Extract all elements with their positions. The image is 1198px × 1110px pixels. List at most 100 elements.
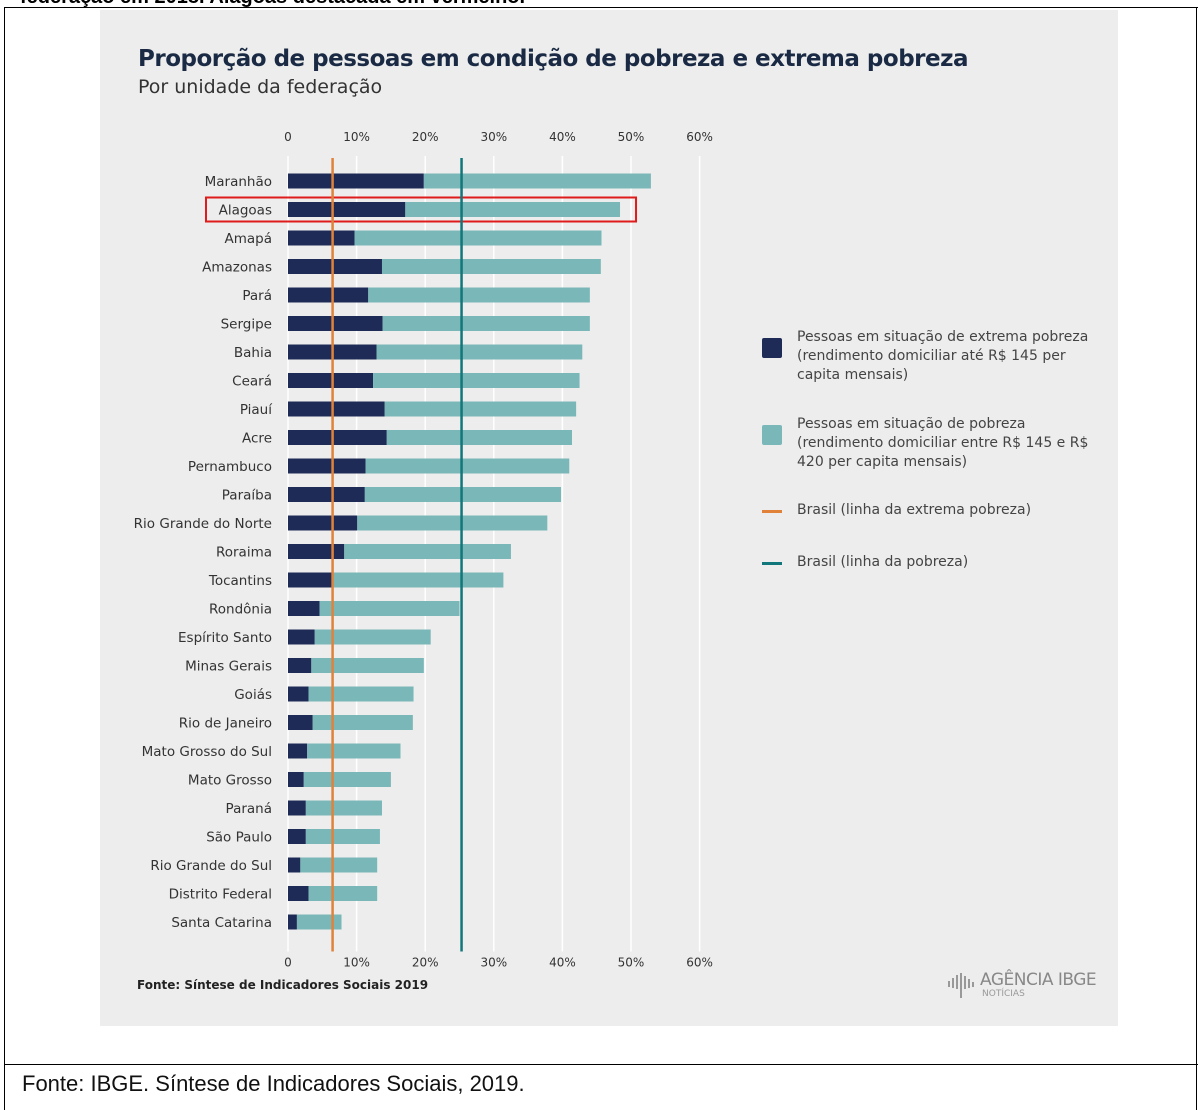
bar-poverty	[311, 658, 424, 673]
category-label: Bahia	[234, 345, 272, 361]
bar-poverty	[305, 800, 382, 816]
x-tick-label-bottom: 10%	[343, 956, 370, 970]
category-label: Ceará	[232, 374, 272, 390]
legend-line-brasil-poverty	[762, 562, 782, 565]
bar-chart: 0 0 10% 10% 20% 20% 30% 30% 40% 40% 50% 50% 60% 60% Ma…	[134, 130, 713, 970]
bar-poverty	[319, 601, 460, 616]
bar-extreme	[288, 800, 306, 816]
bar-poverty	[312, 715, 413, 730]
category-label: Goiás	[234, 687, 272, 703]
frame-border-left	[4, 7, 5, 1110]
chart-subtitle: Por unidade da federação	[138, 76, 383, 98]
chart-panel: Proporção de pessoas em condição de pobr…	[100, 10, 1118, 1026]
x-tick-label-bottom: 40%	[549, 956, 576, 970]
category-label: Maranhão	[205, 174, 272, 190]
x-tick-label-top: 40%	[549, 130, 576, 144]
bar-poverty	[381, 259, 601, 274]
category-label: Rio de Janeiro	[179, 716, 272, 732]
legend-label-extreme: Pessoas em situação de extrema pobreza (…	[797, 329, 1089, 383]
x-tick-label-bottom: 50%	[618, 956, 645, 970]
frame-border-top	[4, 7, 1124, 8]
bar-poverty	[384, 401, 577, 417]
category-label: Roraima	[216, 545, 272, 561]
bar-poverty	[314, 629, 431, 645]
x-tick-label-top: 0	[284, 130, 292, 144]
bar-extreme	[288, 914, 297, 930]
bar-poverty	[300, 857, 378, 873]
bar-poverty	[373, 373, 580, 388]
category-label: Paraíba	[222, 488, 272, 504]
figure-source: Fonte: IBGE. Síntese de Indicadores Soci…	[22, 1071, 525, 1096]
category-label: Acre	[242, 431, 272, 447]
category-label: Pará	[242, 288, 272, 304]
bar-extreme	[288, 715, 313, 730]
bar-extreme	[288, 487, 365, 502]
bar-poverty	[305, 829, 380, 844]
logo-text: AGÊNCIA IBGE	[980, 970, 1097, 990]
bar-poverty	[344, 544, 511, 559]
bar-poverty	[308, 886, 378, 901]
category-label: Santa Catarina	[171, 915, 272, 931]
highlight-box	[205, 196, 638, 223]
x-tick-label-bottom: 20%	[412, 956, 439, 970]
bar-poverty	[332, 572, 504, 588]
category-label: Amazonas	[202, 260, 272, 276]
bar-extreme	[288, 629, 315, 645]
bar-extreme	[288, 658, 312, 673]
category-label: Mato Grosso	[188, 773, 272, 789]
category-label: Sergipe	[221, 317, 272, 333]
category-label: São Paulo	[206, 830, 272, 846]
x-tick-label-bottom: 30%	[480, 956, 507, 970]
bar-poverty	[296, 914, 342, 930]
category-label: Rondônia	[209, 602, 272, 618]
bar-extreme	[288, 202, 406, 217]
bar-extreme	[288, 515, 358, 531]
legend-label-brasil-extreme: Brasil (linha da extrema pobreza)	[797, 502, 1032, 518]
category-label: Distrito Federal	[169, 887, 272, 903]
bar-extreme	[288, 857, 301, 873]
x-tick-label-bottom: 0	[284, 956, 292, 970]
bar-poverty	[386, 430, 573, 445]
bar-poverty	[405, 202, 621, 217]
category-label: Minas Gerais	[185, 659, 272, 675]
x-tick-label-top: 50%	[618, 130, 645, 144]
bar-poverty	[423, 173, 651, 189]
bar-poverty	[376, 344, 583, 360]
frame-border-top-right	[1124, 7, 1198, 8]
bar-extreme	[288, 886, 309, 901]
bar-poverty	[354, 230, 602, 246]
bar-extreme	[288, 743, 308, 759]
legend-swatch-extreme	[762, 338, 782, 358]
bar-poverty	[364, 487, 562, 502]
bar-extreme	[288, 686, 309, 702]
bar-extreme	[288, 572, 333, 588]
bar-extreme	[288, 544, 345, 559]
chart-title: Proporção de pessoas em condição de pobr…	[138, 46, 969, 72]
agencia-ibge-logo: AGÊNCIA IBGE NOTÍCIAS	[946, 968, 1097, 1004]
category-label: Mato Grosso do Sul	[142, 744, 272, 760]
bar-poverty	[307, 743, 401, 759]
bar-extreme	[288, 173, 424, 189]
category-label: Pernambuco	[188, 459, 272, 475]
bar-extreme	[288, 601, 320, 616]
x-tick-label-top: 20%	[412, 130, 439, 144]
category-label: Piauí	[240, 402, 273, 418]
bar-extreme	[288, 829, 306, 844]
legend-label-brasil-poverty: Brasil (linha da pobreza)	[797, 554, 969, 570]
category-label: Alagoas	[219, 203, 272, 219]
frame-border-right	[1196, 7, 1197, 1110]
category-label: Espírito Santo	[178, 630, 272, 646]
chart-source: Fonte: Síntese de Indicadores Sociais 20…	[137, 978, 429, 992]
x-tick-label-top: 30%	[480, 130, 507, 144]
category-label: Amapá	[224, 231, 272, 247]
bar-poverty	[303, 772, 391, 787]
category-label: Rio Grande do Sul	[150, 858, 272, 874]
x-tick-label-bottom: 60%	[686, 956, 713, 970]
bar-extreme	[288, 772, 304, 787]
bar-poverty	[357, 515, 548, 531]
bar-extreme	[288, 430, 387, 445]
bar-extreme	[288, 316, 383, 331]
legend-line-brasil-extreme	[762, 510, 782, 513]
category-label: Paraná	[226, 801, 272, 817]
bar-extreme	[288, 401, 385, 417]
